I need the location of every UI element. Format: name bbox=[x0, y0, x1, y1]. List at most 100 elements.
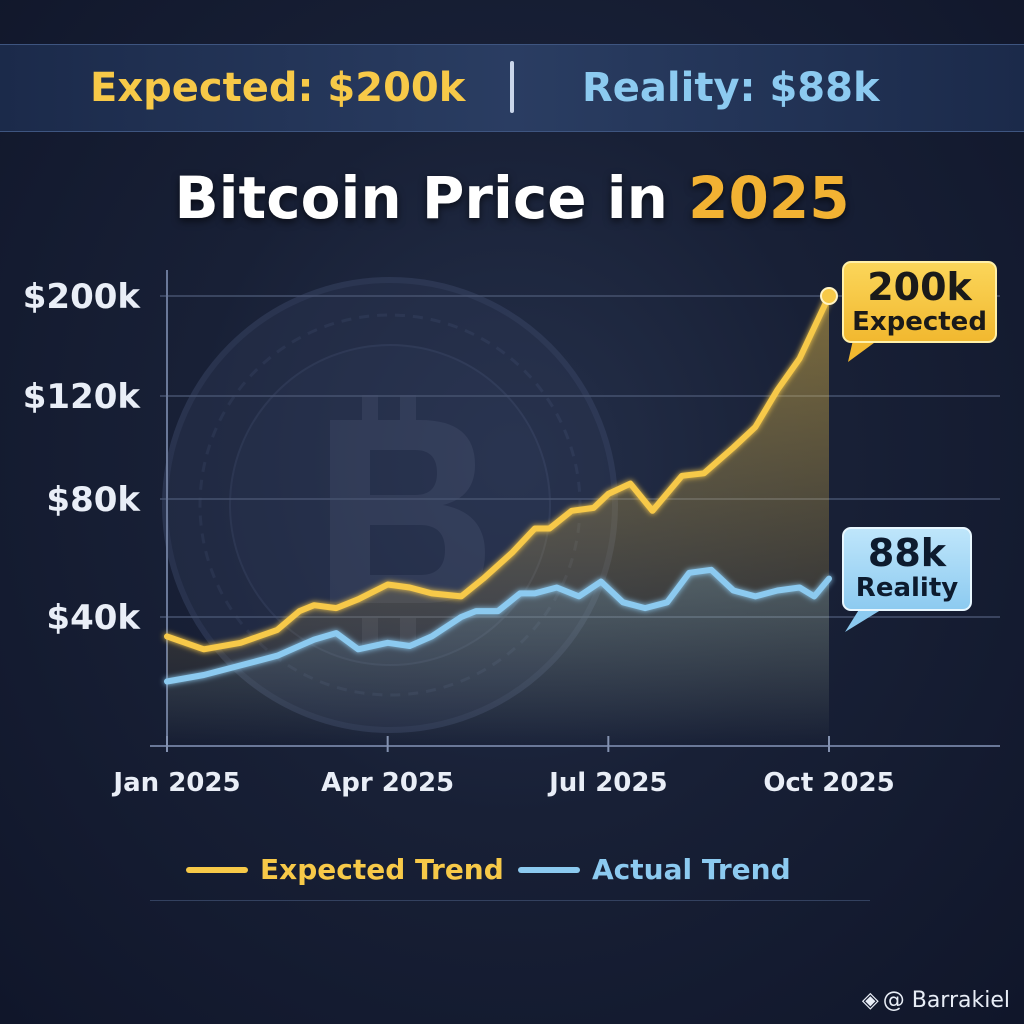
data-point bbox=[702, 472, 706, 475]
reality-summary: Reality: $88k bbox=[582, 65, 880, 111]
data-point bbox=[607, 492, 610, 496]
data-point bbox=[813, 595, 816, 598]
data-point bbox=[688, 571, 691, 574]
data-point bbox=[665, 601, 669, 604]
data-point bbox=[334, 606, 338, 610]
data-point bbox=[533, 592, 536, 595]
data-point bbox=[710, 568, 713, 571]
data-point bbox=[555, 586, 559, 589]
callout-value: 200k bbox=[867, 265, 972, 309]
data-point bbox=[430, 635, 433, 638]
series-line-actual bbox=[164, 566, 832, 685]
data-point bbox=[629, 482, 632, 485]
y-tick-label: $120k bbox=[23, 377, 142, 417]
data-point bbox=[202, 648, 205, 651]
callout-tail bbox=[845, 608, 884, 632]
x-tick-label: Jan 2025 bbox=[111, 768, 240, 798]
legend: Expected Trend Actual Trend bbox=[0, 842, 1024, 892]
data-point bbox=[357, 598, 360, 601]
data-point bbox=[298, 609, 301, 613]
y-tick-label: $200k bbox=[23, 277, 142, 317]
callout-value: 88k bbox=[868, 531, 947, 575]
data-point bbox=[460, 615, 463, 619]
data-point bbox=[776, 589, 779, 592]
y-tick-label: $80k bbox=[46, 480, 141, 520]
data-point bbox=[239, 641, 242, 644]
legend-label-actual: Actual Trend bbox=[592, 853, 791, 886]
data-point bbox=[276, 628, 279, 632]
series-line-expected bbox=[164, 293, 832, 653]
data-point bbox=[482, 577, 485, 580]
data-point bbox=[312, 604, 316, 607]
data-point bbox=[798, 586, 801, 589]
watermark-text: @ Barrakiel bbox=[882, 988, 1010, 1013]
data-point bbox=[386, 583, 389, 586]
data-point bbox=[312, 638, 316, 641]
legend-swatch-actual bbox=[518, 867, 580, 873]
data-point bbox=[533, 527, 536, 530]
expected-summary: Expected: $200k bbox=[90, 65, 466, 111]
y-tick-label: $40k bbox=[46, 598, 141, 638]
watermark: ◈ @ Barrakiel bbox=[862, 988, 1010, 1014]
x-tick-label: Oct 2025 bbox=[763, 768, 894, 798]
data-point bbox=[732, 446, 735, 449]
data-point bbox=[621, 601, 625, 604]
data-point bbox=[570, 509, 573, 512]
data-point bbox=[496, 609, 500, 613]
data-point bbox=[334, 631, 338, 635]
x-tick-label: Apr 2025 bbox=[321, 768, 454, 798]
data-point bbox=[202, 673, 205, 677]
series-area-actual bbox=[167, 569, 829, 746]
data-point bbox=[357, 648, 360, 651]
legend-swatch-expected bbox=[186, 867, 248, 873]
chart-title: Bitcoin Price in 2025 bbox=[0, 162, 1024, 234]
data-point bbox=[754, 595, 757, 598]
callout-label: Expected bbox=[852, 307, 987, 337]
data-point bbox=[548, 527, 551, 530]
data-point bbox=[386, 641, 389, 644]
data-point bbox=[276, 654, 279, 657]
data-point bbox=[776, 388, 779, 391]
data-point bbox=[460, 595, 463, 598]
data-point bbox=[732, 589, 735, 592]
callout-box bbox=[842, 261, 997, 343]
data-point bbox=[643, 606, 647, 610]
legend-divider bbox=[150, 900, 870, 901]
data-point bbox=[165, 680, 169, 683]
data-point bbox=[408, 586, 411, 589]
data-point bbox=[408, 644, 411, 648]
data-point bbox=[599, 580, 603, 583]
data-point bbox=[239, 664, 242, 667]
data-point bbox=[298, 644, 301, 648]
data-point bbox=[511, 550, 514, 554]
x-tick-label: Jul 2025 bbox=[547, 768, 668, 798]
data-point bbox=[754, 425, 757, 429]
binance-diamond-icon: ◈ bbox=[861, 988, 879, 1013]
data-point bbox=[798, 357, 801, 360]
data-point bbox=[651, 509, 654, 512]
callout-label: Reality bbox=[856, 573, 958, 603]
data-point bbox=[680, 474, 684, 478]
data-point bbox=[577, 595, 581, 598]
x-axis-ticks: Jan 2025 Apr 2025 Jul 2025 Oct 2025 bbox=[111, 736, 895, 798]
data-point bbox=[165, 635, 169, 638]
legend-label-expected: Expected Trend bbox=[260, 853, 504, 886]
data-point bbox=[592, 506, 595, 510]
data-point bbox=[430, 592, 433, 595]
y-axis-ticks: $40k $80k $120k $200k bbox=[23, 277, 142, 638]
chart-title-year: 2025 bbox=[688, 164, 850, 232]
series-group bbox=[164, 287, 838, 746]
data-point bbox=[474, 609, 478, 613]
header-banner: Expected: $200k Reality: $88k bbox=[0, 44, 1024, 132]
banner-divider bbox=[510, 61, 514, 113]
data-point bbox=[827, 577, 831, 580]
expected-end-marker bbox=[820, 287, 838, 305]
chart-title-main: Bitcoin Price in bbox=[174, 164, 689, 232]
callout-tail bbox=[848, 340, 878, 362]
callout-box bbox=[842, 527, 972, 611]
data-point bbox=[518, 592, 522, 595]
